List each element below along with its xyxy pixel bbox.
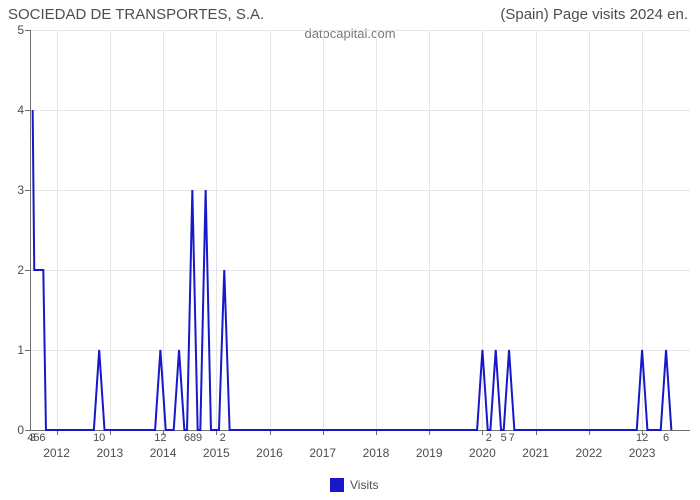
x-tick-label-minor: 2 [486,430,492,444]
legend-swatch [330,478,344,492]
x-tick-label-minor: 12 [154,430,166,444]
chart-title-left: SOCIEDAD DE TRANSPORTES, S.A. [8,6,264,23]
x-tick-label-minor: 456 [27,430,45,444]
x-tick-label-minor: 6 [663,430,669,444]
chart-container: SOCIEDAD DE TRANSPORTES, S.A. (Spain) Pa… [0,0,700,500]
chart-title-right: (Spain) Page visits 2024 en. [500,6,688,23]
line-series [30,30,690,430]
x-tick-label-minor: 10 [93,430,105,444]
x-tick-label-minor: 7 [509,430,515,444]
plot-area: 0123452012201320142015201620172018201920… [30,30,690,430]
x-tick-label-minor: 12 [636,430,648,444]
x-tick-label-minor: 5 [501,430,507,444]
x-tick-label-minor: 89 [190,430,202,444]
legend: Visits [330,478,378,492]
legend-label: Visits [350,478,378,492]
x-tick-label-minor: 2 [220,430,226,444]
